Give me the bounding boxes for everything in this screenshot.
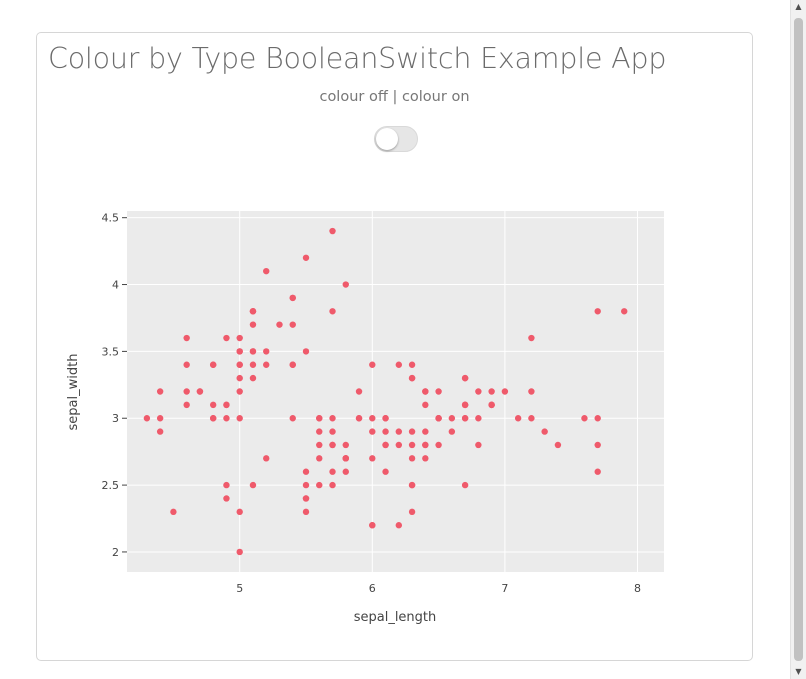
scroll-thumb[interactable]: [794, 18, 803, 661]
switch-knob[interactable]: [376, 128, 398, 150]
scroll-up-icon[interactable]: ▲: [795, 2, 802, 11]
scroll-down-icon[interactable]: ▼: [795, 667, 802, 676]
page-title: Colour by Type BooleanSwitch Example App: [48, 42, 667, 75]
app-card: Colour by Type BooleanSwitch Example App…: [36, 32, 753, 661]
colour-boolean-switch[interactable]: [374, 126, 418, 152]
switch-label: colour off | colour on: [319, 89, 470, 105]
vertical-scrollbar[interactable]: ▲ ▼: [790, 0, 806, 679]
